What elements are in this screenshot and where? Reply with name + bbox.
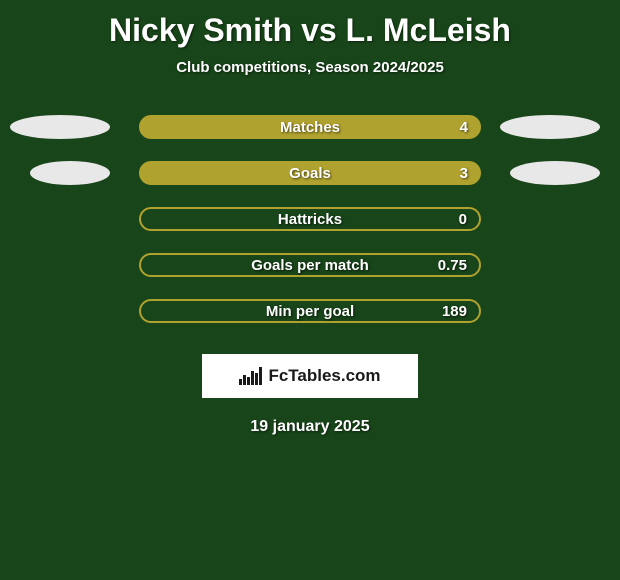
- stat-label: Hattricks: [278, 211, 342, 228]
- stat-label: Min per goal: [266, 303, 354, 320]
- player-left-marker: [30, 161, 110, 185]
- comparison-subtitle: Club competitions, Season 2024/2025: [0, 59, 620, 76]
- stat-row: Goals per match 0.75: [0, 242, 620, 288]
- date-label: 19 january 2025: [0, 418, 620, 436]
- player-left-marker: [10, 115, 110, 139]
- stat-bar: Matches 4: [139, 115, 481, 139]
- stat-value: 189: [442, 303, 467, 320]
- stats-container: Matches 4 Goals 3 Hattricks 0 Goals per match 0…: [0, 104, 620, 334]
- stat-row: Goals 3: [0, 150, 620, 196]
- stat-value: 4: [460, 119, 468, 136]
- stat-label: Goals per match: [251, 257, 369, 274]
- stat-value: 0.75: [438, 257, 467, 274]
- logo-box: FcTables.com: [202, 354, 418, 398]
- stat-value: 0: [459, 211, 467, 228]
- player-right-marker: [500, 115, 600, 139]
- comparison-title: Nicky Smith vs L. McLeish: [0, 0, 620, 49]
- player-right-marker: [510, 161, 600, 185]
- stat-bar: Goals per match 0.75: [139, 253, 481, 277]
- logo-text: FcTables.com: [268, 366, 380, 386]
- chart-icon: [239, 367, 262, 385]
- stat-bar: Goals 3: [139, 161, 481, 185]
- stat-value: 3: [460, 165, 468, 182]
- stat-label: Matches: [280, 119, 340, 136]
- stat-row: Hattricks 0: [0, 196, 620, 242]
- stat-row: Matches 4: [0, 104, 620, 150]
- stat-row: Min per goal 189: [0, 288, 620, 334]
- stat-bar: Min per goal 189: [139, 299, 481, 323]
- stat-label: Goals: [289, 165, 331, 182]
- stat-bar: Hattricks 0: [139, 207, 481, 231]
